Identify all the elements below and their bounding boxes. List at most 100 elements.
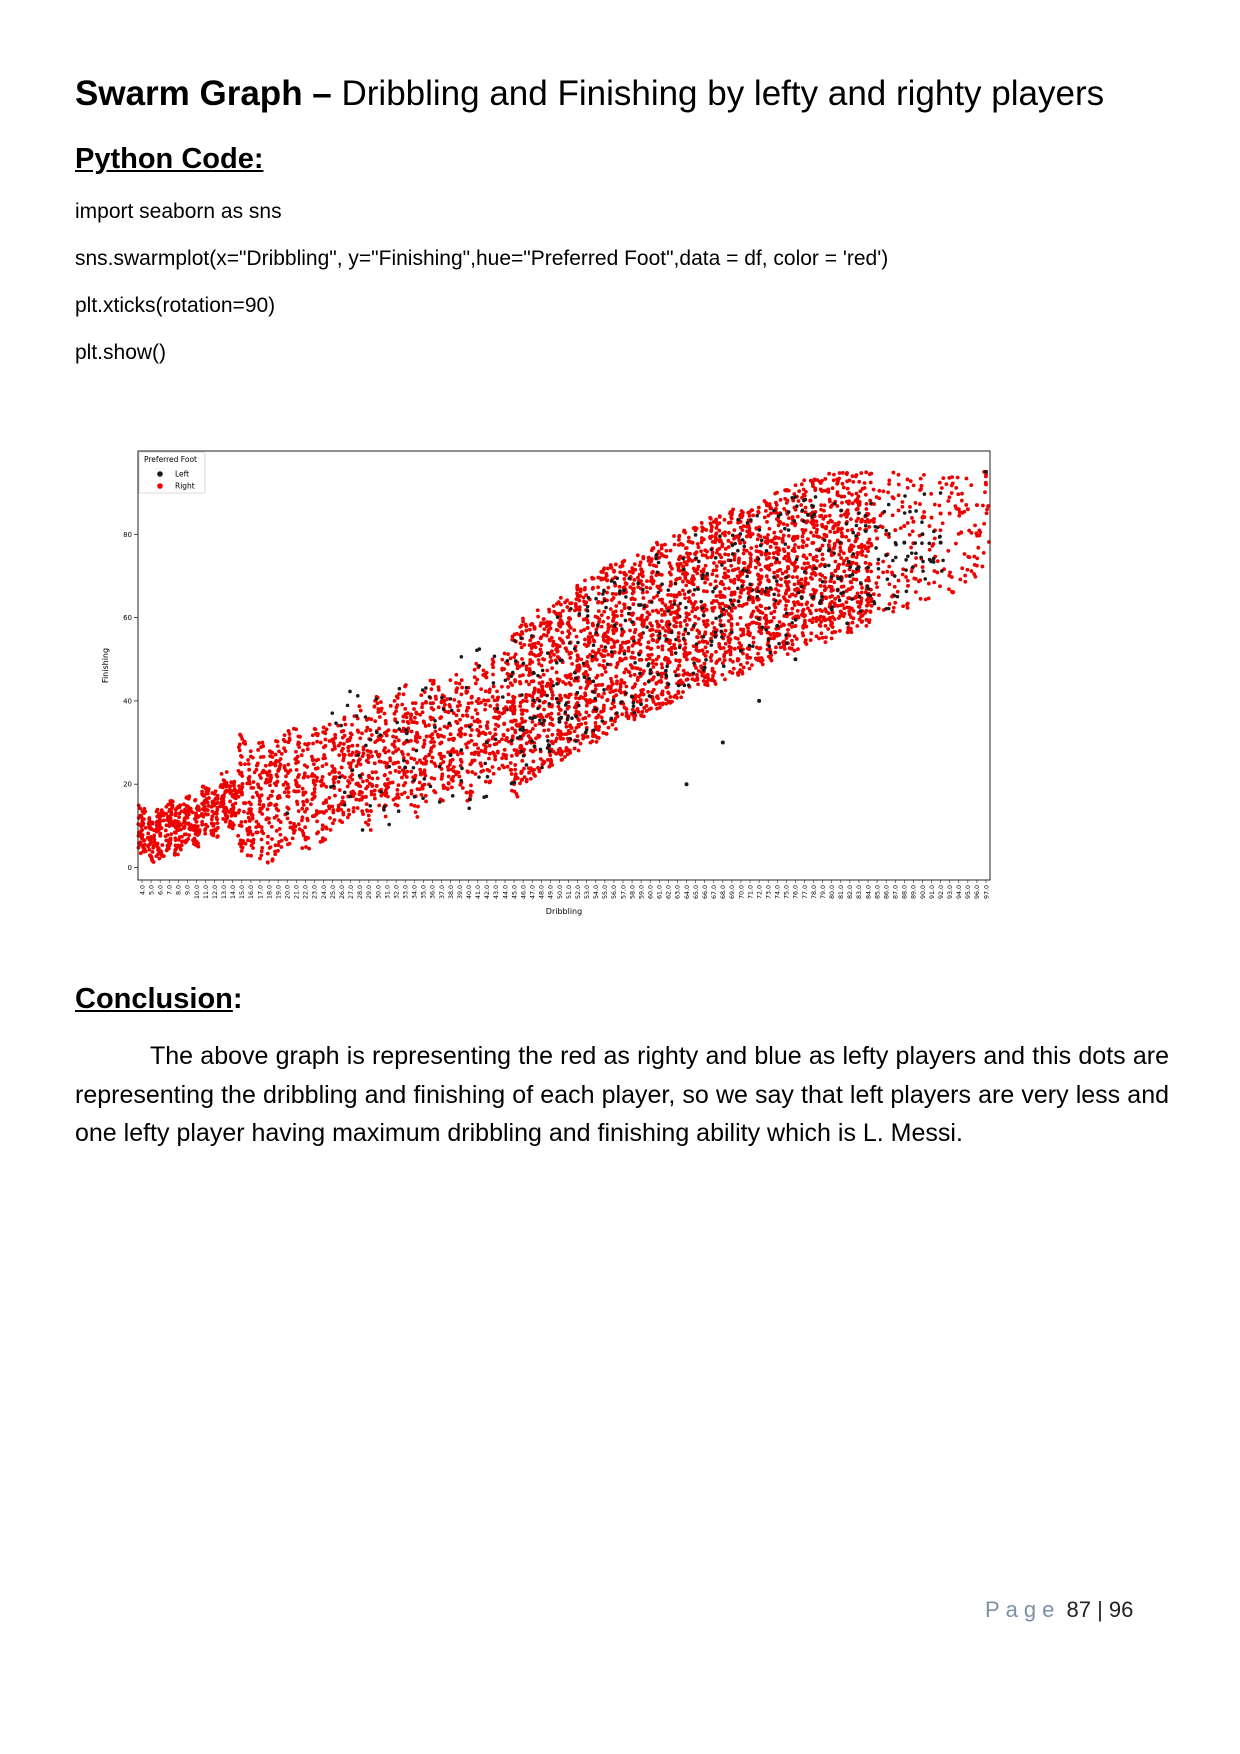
point-right xyxy=(605,566,610,571)
point-right xyxy=(676,568,681,572)
point-right xyxy=(833,597,838,601)
point-right xyxy=(657,555,662,560)
point-right xyxy=(366,822,371,827)
point-right xyxy=(792,546,796,551)
point-right xyxy=(492,742,497,747)
point-right xyxy=(556,747,561,752)
point-right xyxy=(415,760,419,765)
point-right xyxy=(270,750,275,755)
point-right xyxy=(966,554,971,559)
point-right xyxy=(276,848,280,853)
point-right xyxy=(357,704,362,709)
point-right xyxy=(294,749,298,754)
point-right xyxy=(340,795,345,800)
point-right xyxy=(613,719,617,724)
point-right xyxy=(323,837,328,842)
point-right xyxy=(449,785,454,790)
point-right xyxy=(657,701,662,706)
point-right xyxy=(951,590,956,594)
point-right xyxy=(766,533,770,537)
point-right xyxy=(751,513,756,518)
point-right xyxy=(691,574,695,578)
point-right xyxy=(292,789,297,793)
point-right xyxy=(206,803,211,808)
point-right xyxy=(473,708,478,712)
point-right xyxy=(958,577,963,582)
point-right xyxy=(423,724,428,728)
point-right xyxy=(818,487,823,492)
point-right xyxy=(714,661,719,665)
point-right xyxy=(773,650,778,655)
point-right xyxy=(192,824,197,829)
point-right xyxy=(763,606,768,611)
point-right xyxy=(539,643,544,648)
point-right xyxy=(949,491,954,495)
point-right xyxy=(460,713,465,718)
point-right xyxy=(246,776,251,781)
point-right xyxy=(457,681,462,686)
point-right xyxy=(320,827,325,832)
point-right xyxy=(354,749,359,754)
point-right xyxy=(336,803,341,808)
point-left xyxy=(701,635,706,639)
point-left xyxy=(713,635,718,639)
point-right xyxy=(554,736,559,741)
point-right xyxy=(604,732,609,736)
point-right xyxy=(650,690,655,695)
point-right xyxy=(662,612,667,617)
point-right xyxy=(415,732,420,737)
point-right xyxy=(438,727,442,732)
point-right xyxy=(468,793,473,798)
point-right xyxy=(836,522,840,527)
point-right xyxy=(722,658,727,663)
point-right xyxy=(261,804,266,809)
point-right xyxy=(365,748,370,753)
point-left xyxy=(363,715,368,719)
point-right xyxy=(655,542,660,547)
point-left xyxy=(756,557,761,561)
point-right xyxy=(187,833,192,838)
point-right xyxy=(599,576,604,581)
point-right xyxy=(411,701,415,705)
point-right xyxy=(550,693,555,697)
point-right xyxy=(177,838,181,842)
point-right xyxy=(429,759,434,764)
point-right xyxy=(366,753,371,758)
point-left xyxy=(477,775,481,779)
point-right xyxy=(510,683,515,688)
point-right xyxy=(590,634,595,639)
point-left xyxy=(404,728,408,732)
point-right xyxy=(647,656,652,661)
point-right xyxy=(711,673,715,678)
point-right xyxy=(871,520,876,524)
point-left xyxy=(530,634,534,638)
point-right xyxy=(320,764,325,769)
point-right xyxy=(931,542,936,546)
point-right xyxy=(506,652,510,657)
point-right xyxy=(270,789,275,794)
point-right xyxy=(475,711,480,716)
point-left xyxy=(404,731,409,736)
point-right xyxy=(579,629,583,634)
point-right xyxy=(717,657,722,662)
point-right xyxy=(759,576,763,581)
point-right xyxy=(395,792,400,797)
point-right xyxy=(360,795,365,800)
point-right xyxy=(558,595,563,600)
point-left xyxy=(615,711,619,715)
point-right xyxy=(682,529,686,534)
point-right xyxy=(310,797,315,802)
point-right xyxy=(605,578,609,583)
point-left xyxy=(464,685,469,690)
point-right xyxy=(236,745,241,750)
point-right xyxy=(572,628,577,632)
point-right xyxy=(726,520,731,525)
point-left xyxy=(646,679,651,684)
point-right xyxy=(685,551,690,556)
point-right xyxy=(947,495,952,500)
point-right xyxy=(709,658,714,663)
point-right xyxy=(746,532,751,537)
point-left xyxy=(379,790,383,794)
point-right xyxy=(422,738,427,743)
point-right xyxy=(193,831,198,836)
